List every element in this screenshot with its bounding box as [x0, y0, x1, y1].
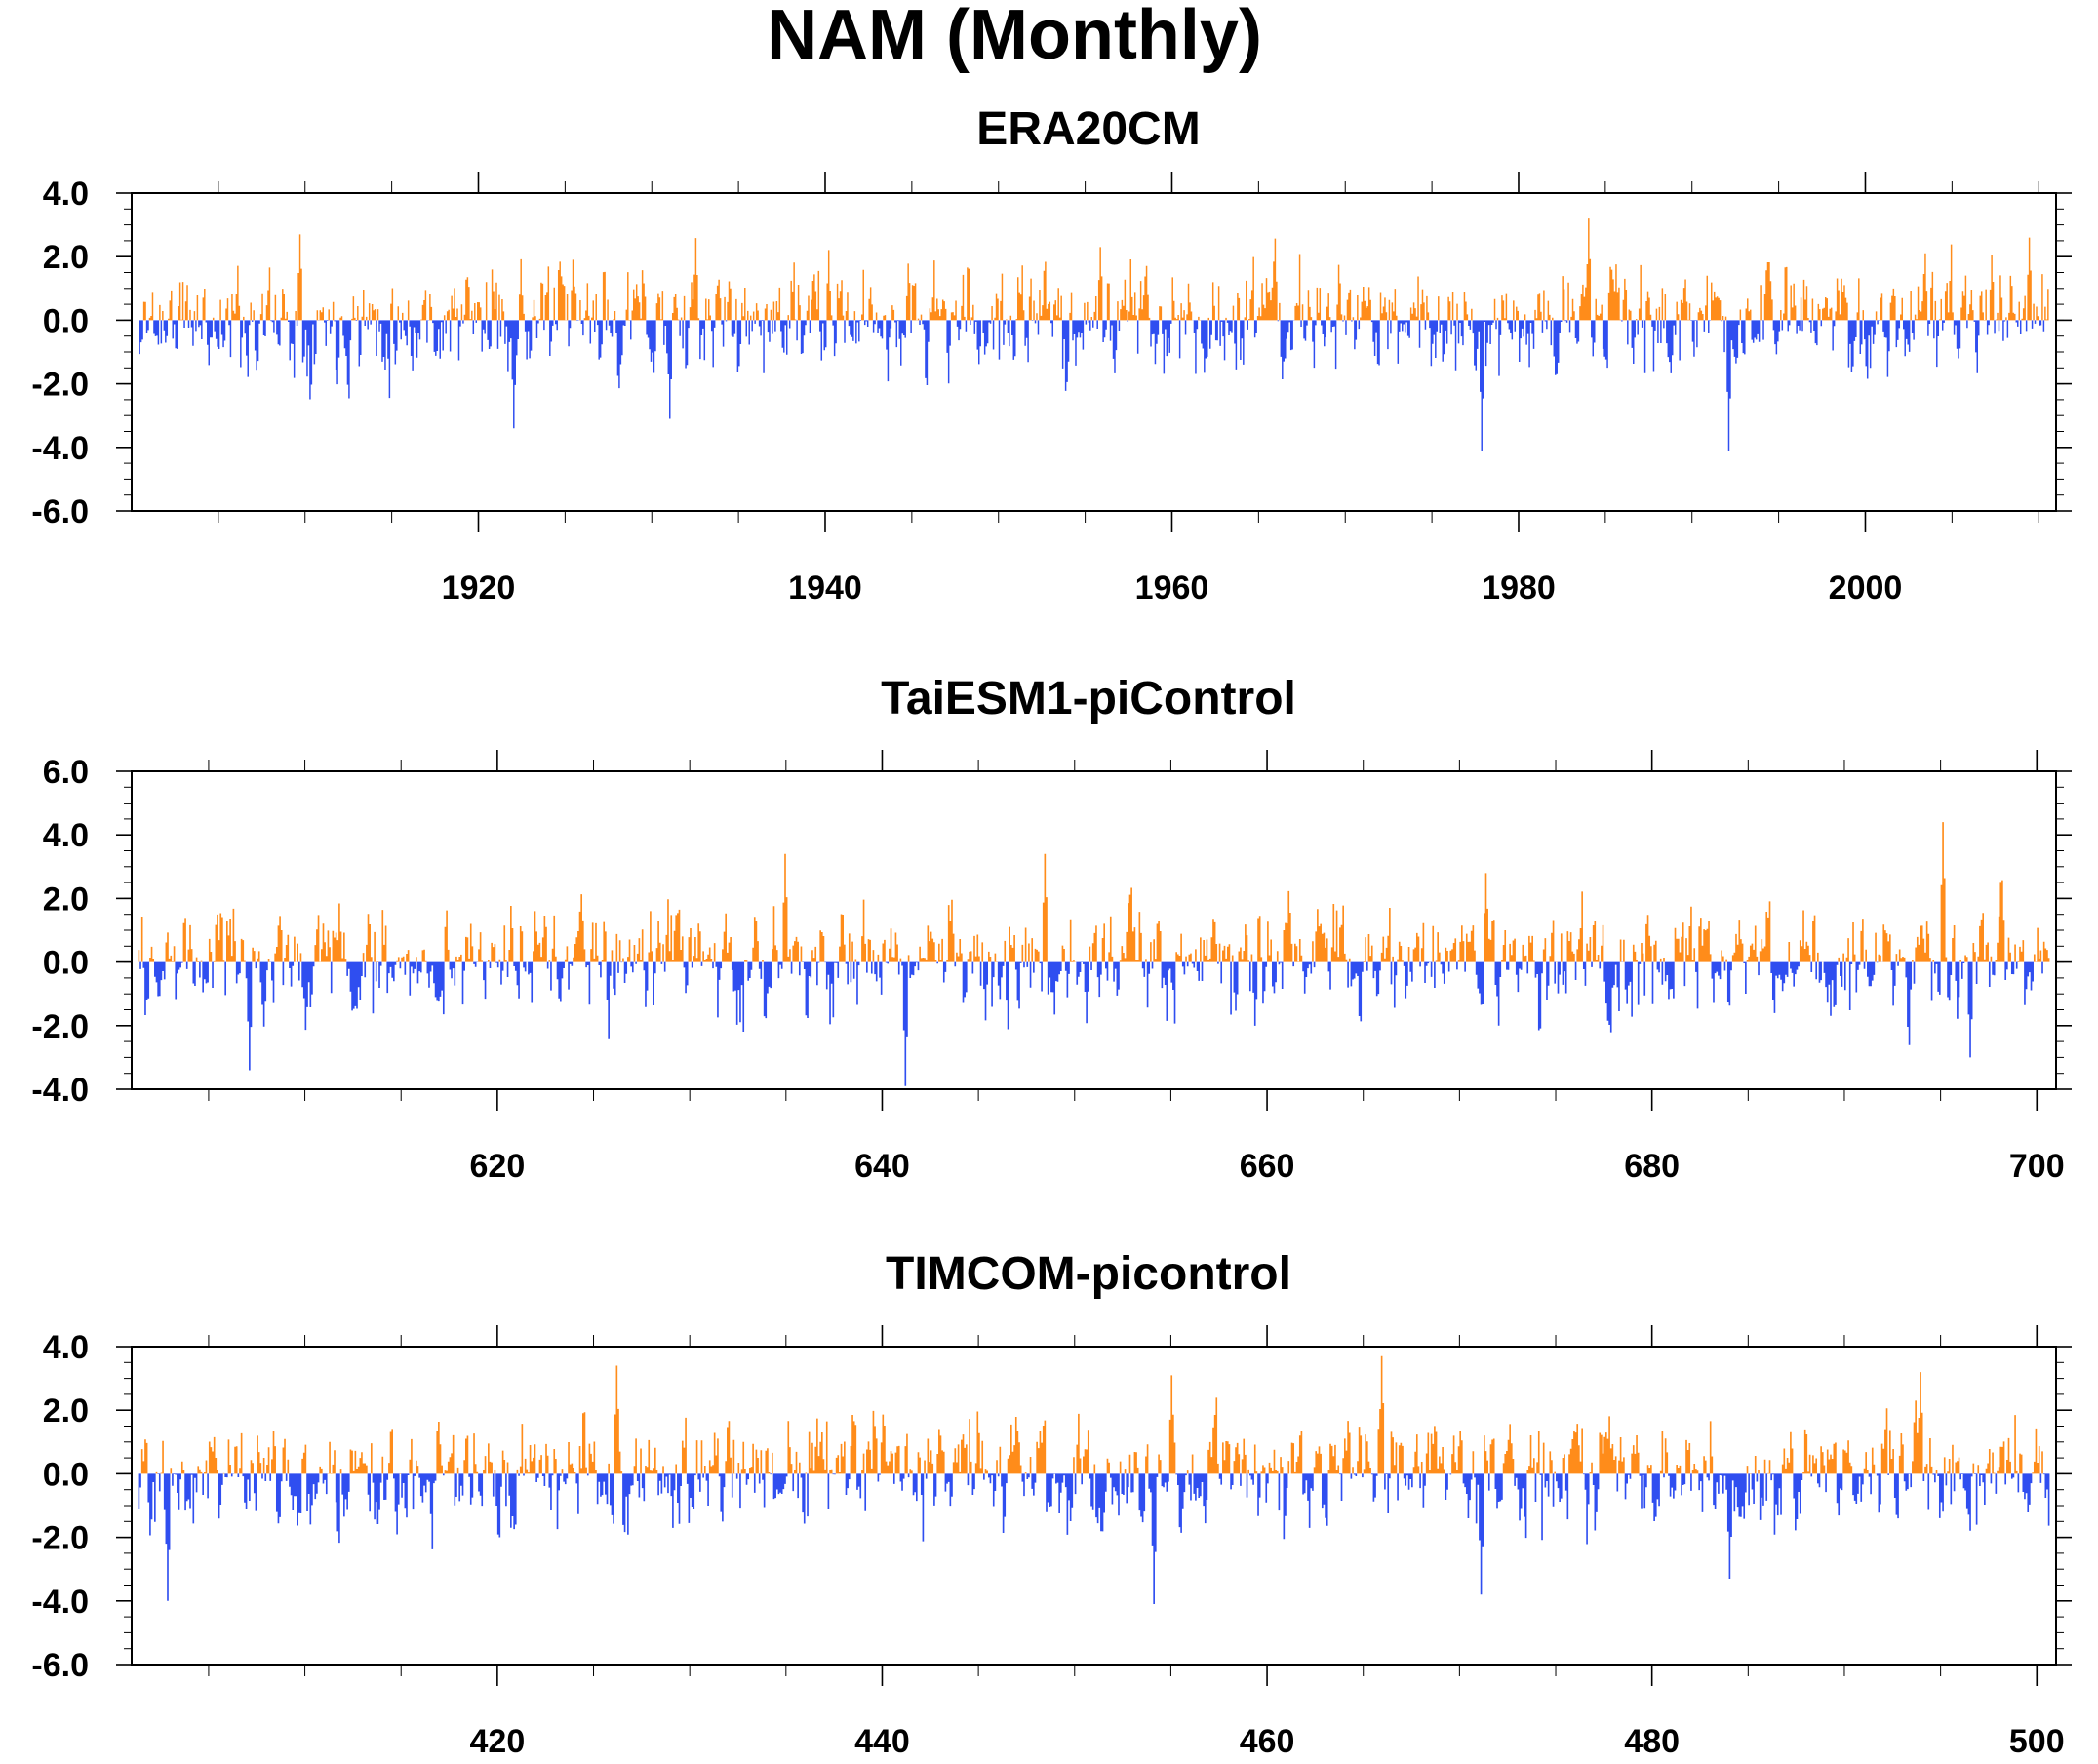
x-tick-label: 1980 [1482, 569, 1556, 607]
y-tick-label: 0.0 [43, 1456, 89, 1493]
x-tick-label: 460 [1240, 1723, 1295, 1760]
y-tick-label: 2.0 [43, 239, 89, 276]
x-tick-label: 660 [1240, 1148, 1295, 1185]
y-tick-label: 2.0 [43, 1392, 89, 1430]
positive-bars [138, 822, 2050, 962]
y-tick-label: -4.0 [31, 1072, 89, 1109]
y-tick-label: -6.0 [31, 1647, 89, 1684]
x-tick-label: 2000 [1829, 569, 1903, 607]
figure-title: NAM (Monthly) [767, 0, 1262, 74]
y-tick-label: -6.0 [31, 493, 89, 530]
x-tick-label: 640 [854, 1148, 910, 1185]
y-tick-label: 0.0 [43, 302, 89, 339]
panel-title: ERA20CM [976, 103, 1200, 155]
bars-taiesm1-picontrol [138, 822, 2050, 1086]
x-tick-label: 680 [1624, 1148, 1680, 1185]
y-tick-label: 2.0 [43, 881, 89, 918]
axis-ticks-timcom-picontrol: 4.0 2.0 0.0 -2.0 -4.0 -6.0 420 440 460 480 500 [31, 1325, 2072, 1760]
y-tick-label: -2.0 [31, 367, 89, 404]
x-tick-label: 1940 [788, 569, 862, 607]
x-tick-label: 1960 [1135, 569, 1209, 607]
panel-timcom-picontrol: TIMCOM-picontrol 4.0 2.0 0.0 -2.0 -4.0 -6.0 42… [31, 1248, 2072, 1760]
panel-title: TIMCOM-picontrol [886, 1248, 1291, 1300]
plot-frame [131, 192, 2057, 512]
negative-bars [139, 961, 2043, 1086]
y-tick-label: 4.0 [43, 817, 89, 854]
x-tick-label: 500 [2009, 1723, 2065, 1760]
y-tick-label: 4.0 [43, 1329, 89, 1366]
x-tick-label: 700 [2009, 1148, 2065, 1185]
x-tick-label: 440 [854, 1723, 910, 1760]
y-tick-label: -2.0 [31, 1520, 89, 1557]
positive-bars [142, 218, 2049, 321]
x-tick-label: 620 [470, 1148, 526, 1185]
negative-bars [138, 1473, 2050, 1605]
x-tick-label: 480 [1624, 1723, 1680, 1760]
x-tick-label: 1920 [442, 569, 516, 607]
y-tick-label: -2.0 [31, 1008, 89, 1045]
y-tick-label: 0.0 [43, 945, 89, 982]
positive-bars [140, 1355, 2043, 1474]
negative-bars [139, 320, 2045, 451]
panel-title: TaiESM1-piControl [881, 673, 1296, 725]
axis-ticks-taiesm1-picontrol: 6.0 4.0 2.0 0.0 -2.0 -4.0 620 640 660 680 700 [31, 750, 2072, 1185]
x-tick-label: 420 [470, 1723, 526, 1760]
axis-ticks-era20cm: 4.0 2.0 0.0 -2.0 -4.0 -6.0 1920 1940 1960 1980 200… [31, 172, 2072, 607]
y-tick-label: 6.0 [43, 754, 89, 791]
bars-timcom-picontrol [138, 1355, 2050, 1605]
y-tick-label: -4.0 [31, 1584, 89, 1621]
panel-era20cm: ERA20CM 4.0 2.0 0.0 -2.0 -4.0 -6.0 1920 1940 196… [31, 103, 2072, 607]
y-tick-label: -4.0 [31, 430, 89, 467]
y-tick-label: 4.0 [43, 176, 89, 213]
bars-era20cm [139, 218, 2049, 451]
panel-taiesm1-picontrol: TaiESM1-piControl 6.0 4.0 2.0 0.0 -2.0 -4.0 62… [31, 673, 2072, 1185]
